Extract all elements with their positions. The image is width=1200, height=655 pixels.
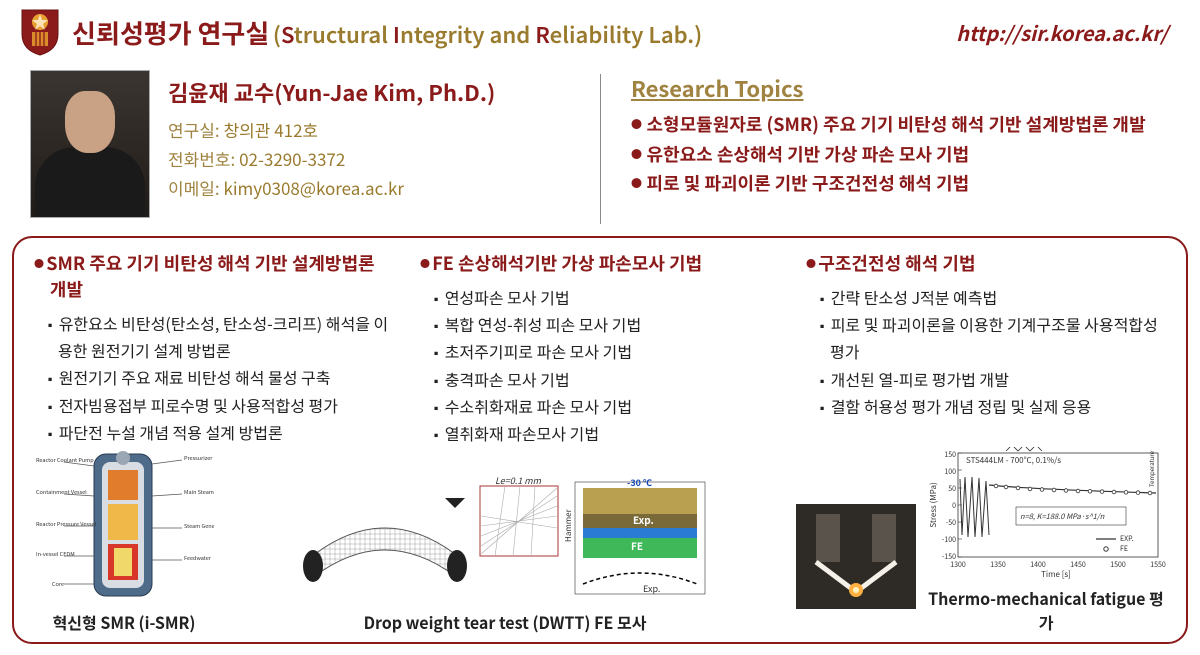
svg-text:-50: -50 [946, 518, 956, 528]
svg-text:Temperature: Temperature [1147, 450, 1156, 487]
svg-text:1350: 1350 [990, 560, 1006, 570]
svg-text:100: 100 [944, 467, 956, 477]
topic-item: 피로 및 파괴이론 기반 구조건전성 해석 기법 [631, 169, 1170, 199]
list-item: 충격파손 모사 기법 [420, 366, 780, 393]
figure-caption: Drop weight tear test (DWTT) FE 모사 [364, 610, 647, 634]
list-item: 연성파손 모사 기법 [420, 284, 780, 311]
list-item: 피로 및 파괴이론을 이용한 기계구조물 사용적합성 평가 [806, 311, 1166, 365]
svg-text:Le=0.1 mm: Le=0.1 mm [495, 476, 542, 487]
tmf-photo-icon [796, 504, 916, 629]
column-3: 구조건전성 해석 기법 간략 탄소성 J적분 예측법 피로 및 파괴이론을 이용… [806, 250, 1166, 447]
professor-block: 김윤재 교수(Yun-Jae Kim, Ph.D.) 연구실: 창의관 412호… [30, 70, 570, 224]
svg-text:Time [s]: Time [s] [1041, 569, 1071, 579]
svg-text:Exp.: Exp. [633, 512, 654, 527]
figure-caption: 혁신형 SMR (i-SMR) [34, 610, 214, 634]
svg-text:FE: FE [1120, 544, 1128, 554]
list-item: 결함 허용성 평가 개념 정립 및 실제 응용 [806, 393, 1166, 420]
svg-text:Stress (MPa): Stress (MPa) [928, 482, 939, 527]
tmf-chart-icon: 15010050 0-50-100-150 130013501400 14501… [926, 447, 1166, 579]
column-heading: 구조건전성 해석 기법 [806, 250, 1166, 276]
research-topics: Research Topics 소형모듈원자로 (SMR) 주요 기기 비탄성 … [631, 70, 1170, 224]
smr-diagram-icon: Reactor Coolant Pump Containment Vessel … [34, 448, 214, 603]
lab-title-en: (Structural Integrity and Reliability La… [273, 18, 702, 50]
professor-info: 김윤재 교수(Yun-Jae Kim, Ph.D.) 연구실: 창의관 412호… [168, 70, 495, 224]
page-header: 신뢰성평가 연구실 (Structural Integrity and Reli… [0, 0, 1200, 60]
column-row: SMR 주요 기기 비탄성 해석 기반 설계방법론 개발 유한요소 비탄성(탄소… [34, 250, 1166, 447]
figure-tmf-photo [796, 504, 916, 634]
svg-text:FE: FE [631, 538, 643, 553]
dwtt-diagram-icon: Le=0.1 mm -30 ℃ Exp. FE Exp. Hammer [295, 476, 715, 608]
figure-smr: Reactor Coolant Pump Containment Vessel … [34, 448, 214, 634]
svg-text:Exp.: Exp. [643, 582, 660, 595]
divider [600, 74, 601, 224]
column-1: SMR 주요 기기 비탄성 해석 기반 설계방법론 개발 유한요소 비탄성(탄소… [34, 250, 394, 447]
list-item: 원전기기 주요 재료 비탄성 해석 물성 구축 [34, 364, 394, 391]
svg-text:Feedwater: Feedwater [184, 554, 212, 562]
svg-text:Steam Generator: Steam Generator [184, 522, 214, 530]
column-heading: SMR 주요 기기 비탄성 해석 기반 설계방법론 개발 [34, 250, 394, 302]
figure-row: Reactor Coolant Pump Containment Vessel … [34, 447, 1166, 634]
university-crest-icon [20, 8, 60, 56]
lab-title-ko: 신뢰성평가 연구실 [72, 14, 269, 51]
svg-text:Hammer: Hammer [563, 508, 574, 542]
list-item: 개선된 열-피로 평가법 개발 [806, 366, 1166, 393]
professor-email: 이메일: kimy0308@korea.ac.kr [168, 174, 495, 203]
list-item: 복합 연성-취성 피손 모사 기법 [420, 311, 780, 338]
column-2: FE 손상해석기반 가상 파손모사 기법 연성파손 모사 기법 복합 연성-취성… [420, 250, 780, 447]
column-heading: FE 손상해석기반 가상 파손모사 기법 [420, 250, 780, 276]
professor-name: 김윤재 교수(Yun-Jae Kim, Ph.D.) [168, 76, 495, 108]
list-item: 파단전 누설 개념 적용 설계 방법론 [34, 419, 394, 446]
research-topics-heading: Research Topics [631, 72, 1170, 104]
svg-text:Core: Core [52, 580, 64, 588]
svg-text:Reactor Coolant Pump: Reactor Coolant Pump [36, 456, 94, 464]
svg-text:1550: 1550 [1150, 560, 1166, 570]
info-row: 김윤재 교수(Yun-Jae Kim, Ph.D.) 연구실: 창의관 412호… [0, 60, 1200, 230]
main-content-box: SMR 주요 기기 비탄성 해석 기반 설계방법론 개발 유한요소 비탄성(탄소… [12, 236, 1188, 644]
svg-text:In-vessel CEDM: In-vessel CEDM [36, 550, 75, 558]
svg-text:0: 0 [952, 501, 956, 511]
topic-item: 소형모듈원자로 (SMR) 주요 기기 비탄성 해석 기반 설계방법론 개발 [631, 110, 1170, 140]
svg-text:EXP.: EXP. [1120, 534, 1134, 544]
figure-dwtt: Le=0.1 mm -30 ℃ Exp. FE Exp. Hammer Drop… [224, 476, 786, 634]
list-item: 열취화재 파손모사 기법 [420, 420, 780, 447]
svg-text:-100: -100 [942, 535, 956, 545]
list-item: 수소취화재료 파손 모사 기법 [420, 393, 780, 420]
list-item: 초저주기피로 파손 모사 기법 [420, 338, 780, 365]
list-item: 유한요소 비탄성(탄소성, 탄소성-크리프) 해석을 이용한 원전기기 설계 방… [34, 310, 394, 364]
svg-text:1500: 1500 [1110, 560, 1126, 570]
svg-text:Reactor Pressure Vessel: Reactor Pressure Vessel [36, 520, 97, 528]
lab-url[interactable]: http://sir.korea.ac.kr/ [956, 18, 1180, 47]
professor-phone: 전화번호: 02-3290-3372 [168, 145, 495, 174]
svg-text:1450: 1450 [1070, 560, 1086, 570]
svg-text:Containment Vessel: Containment Vessel [36, 488, 87, 496]
svg-text:150: 150 [944, 450, 956, 460]
svg-text:n=8, K=188.0 MPa·s^1/n: n=8, K=188.0 MPa·s^1/n [1020, 511, 1105, 522]
svg-text:1300: 1300 [950, 560, 966, 570]
svg-text:-30 ℃: -30 ℃ [627, 476, 652, 489]
professor-office: 연구실: 창의관 412호 [168, 116, 495, 145]
svg-text:Pressurizer: Pressurizer [184, 454, 213, 462]
figure-tmf-chart: 15010050 0-50-100-150 130013501400 14501… [926, 447, 1166, 634]
professor-photo [30, 70, 150, 218]
topic-item: 유한요소 손상해석 기반 가상 파손 모사 기법 [631, 140, 1170, 170]
svg-text:50: 50 [948, 484, 956, 494]
list-item: 간략 탄소성 J적분 예측법 [806, 284, 1166, 311]
list-item: 전자빔용접부 피로수명 및 사용적합성 평가 [34, 392, 394, 419]
svg-text:Main Steam: Main Steam [184, 488, 214, 496]
svg-text:STS444LM - 700°C, 0.1%/s: STS444LM - 700°C, 0.1%/s [966, 455, 1061, 466]
figure-caption: Thermo-mechanical fatigue 평가 [926, 586, 1166, 634]
